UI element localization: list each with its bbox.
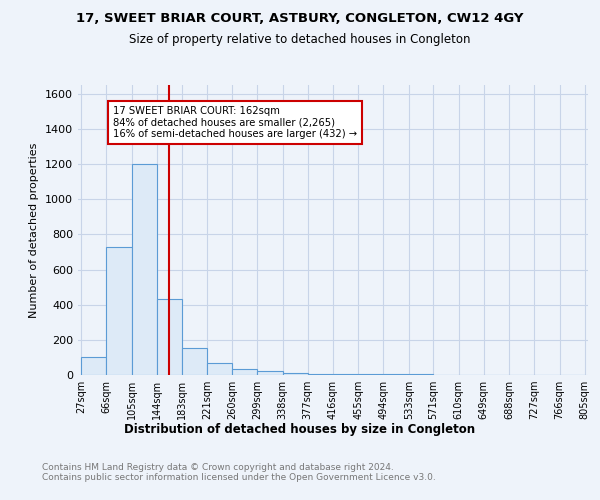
Text: Contains HM Land Registry data © Crown copyright and database right 2024.
Contai: Contains HM Land Registry data © Crown c… [42, 462, 436, 482]
Bar [182, 348, 207, 375]
Text: 17 SWEET BRIAR COURT: 162sqm
84% of detached houses are smaller (2,265)
16% of s: 17 SWEET BRIAR COURT: 162sqm 84% of deta… [113, 106, 357, 140]
Y-axis label: Number of detached properties: Number of detached properties [29, 142, 40, 318]
Bar [232, 369, 257, 375]
Bar [207, 362, 232, 375]
Bar [358, 374, 383, 375]
Bar [157, 300, 182, 375]
Bar [257, 372, 283, 375]
Bar [132, 164, 157, 375]
Bar [308, 374, 333, 375]
Text: Size of property relative to detached houses in Congleton: Size of property relative to detached ho… [129, 32, 471, 46]
Bar [383, 374, 409, 375]
Text: 17, SWEET BRIAR COURT, ASTBURY, CONGLETON, CW12 4GY: 17, SWEET BRIAR COURT, ASTBURY, CONGLETO… [76, 12, 524, 26]
Text: Distribution of detached houses by size in Congleton: Distribution of detached houses by size … [124, 422, 476, 436]
Bar [106, 246, 132, 375]
Bar [333, 374, 358, 375]
Bar [283, 373, 308, 375]
Bar [81, 358, 106, 375]
Bar [409, 374, 433, 375]
